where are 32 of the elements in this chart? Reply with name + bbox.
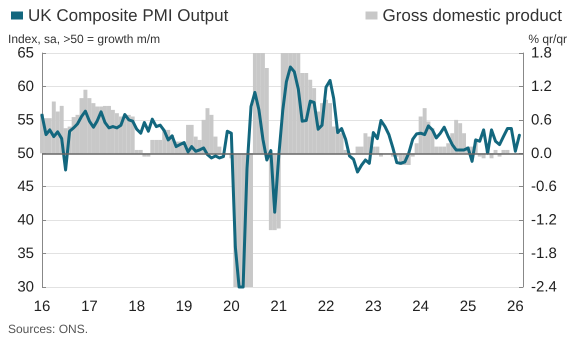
y2-tick-label: 1.2 [531,78,552,95]
y2-tick-label: 1.8 [531,44,552,62]
y-tick-label: 40 [17,212,34,229]
y2-tick-label: -0.6 [531,178,557,196]
x-tick-label: 26 [507,298,524,315]
y2-tick-label: -1.2 [531,212,557,229]
y-tick-label: 65 [17,44,34,62]
x-tick-label: 20 [222,298,240,315]
x-tick-label: 18 [128,298,146,315]
x-tick-label: 19 [176,298,192,315]
x-tick-label: 24 [412,298,429,315]
source-note: Sources: ONS. [8,322,88,336]
y-tick-label: 35 [17,245,34,262]
y2-tick-label: -2.4 [531,278,557,296]
y-axis-title: Index, sa, >50 = growth m/m [8,32,160,46]
y-tick-label: 45 [17,178,34,196]
x-tick-label: 22 [318,298,334,315]
y2-tick-label: 0.6 [531,111,552,128]
legend-label: UK Composite PMI Output [28,6,229,25]
y-tick-label: 50 [17,144,34,162]
y2-tick-label: -1.8 [531,245,557,262]
legend-label: Gross domestic product [382,6,562,25]
x-tick-label: 16 [34,298,50,315]
x-tick-label: 21 [270,298,288,315]
y2-tick-label: 0.0 [531,144,552,162]
x-tick-label: 25 [460,298,476,315]
y-tick-label: 55 [17,111,34,128]
y-tick-label: 30 [17,278,34,296]
x-tick-label: 23 [364,298,382,315]
x-tick-label: 17 [81,298,98,315]
y2-axis-title: % qr/qr [528,32,567,46]
y-tick-label: 60 [17,78,34,95]
